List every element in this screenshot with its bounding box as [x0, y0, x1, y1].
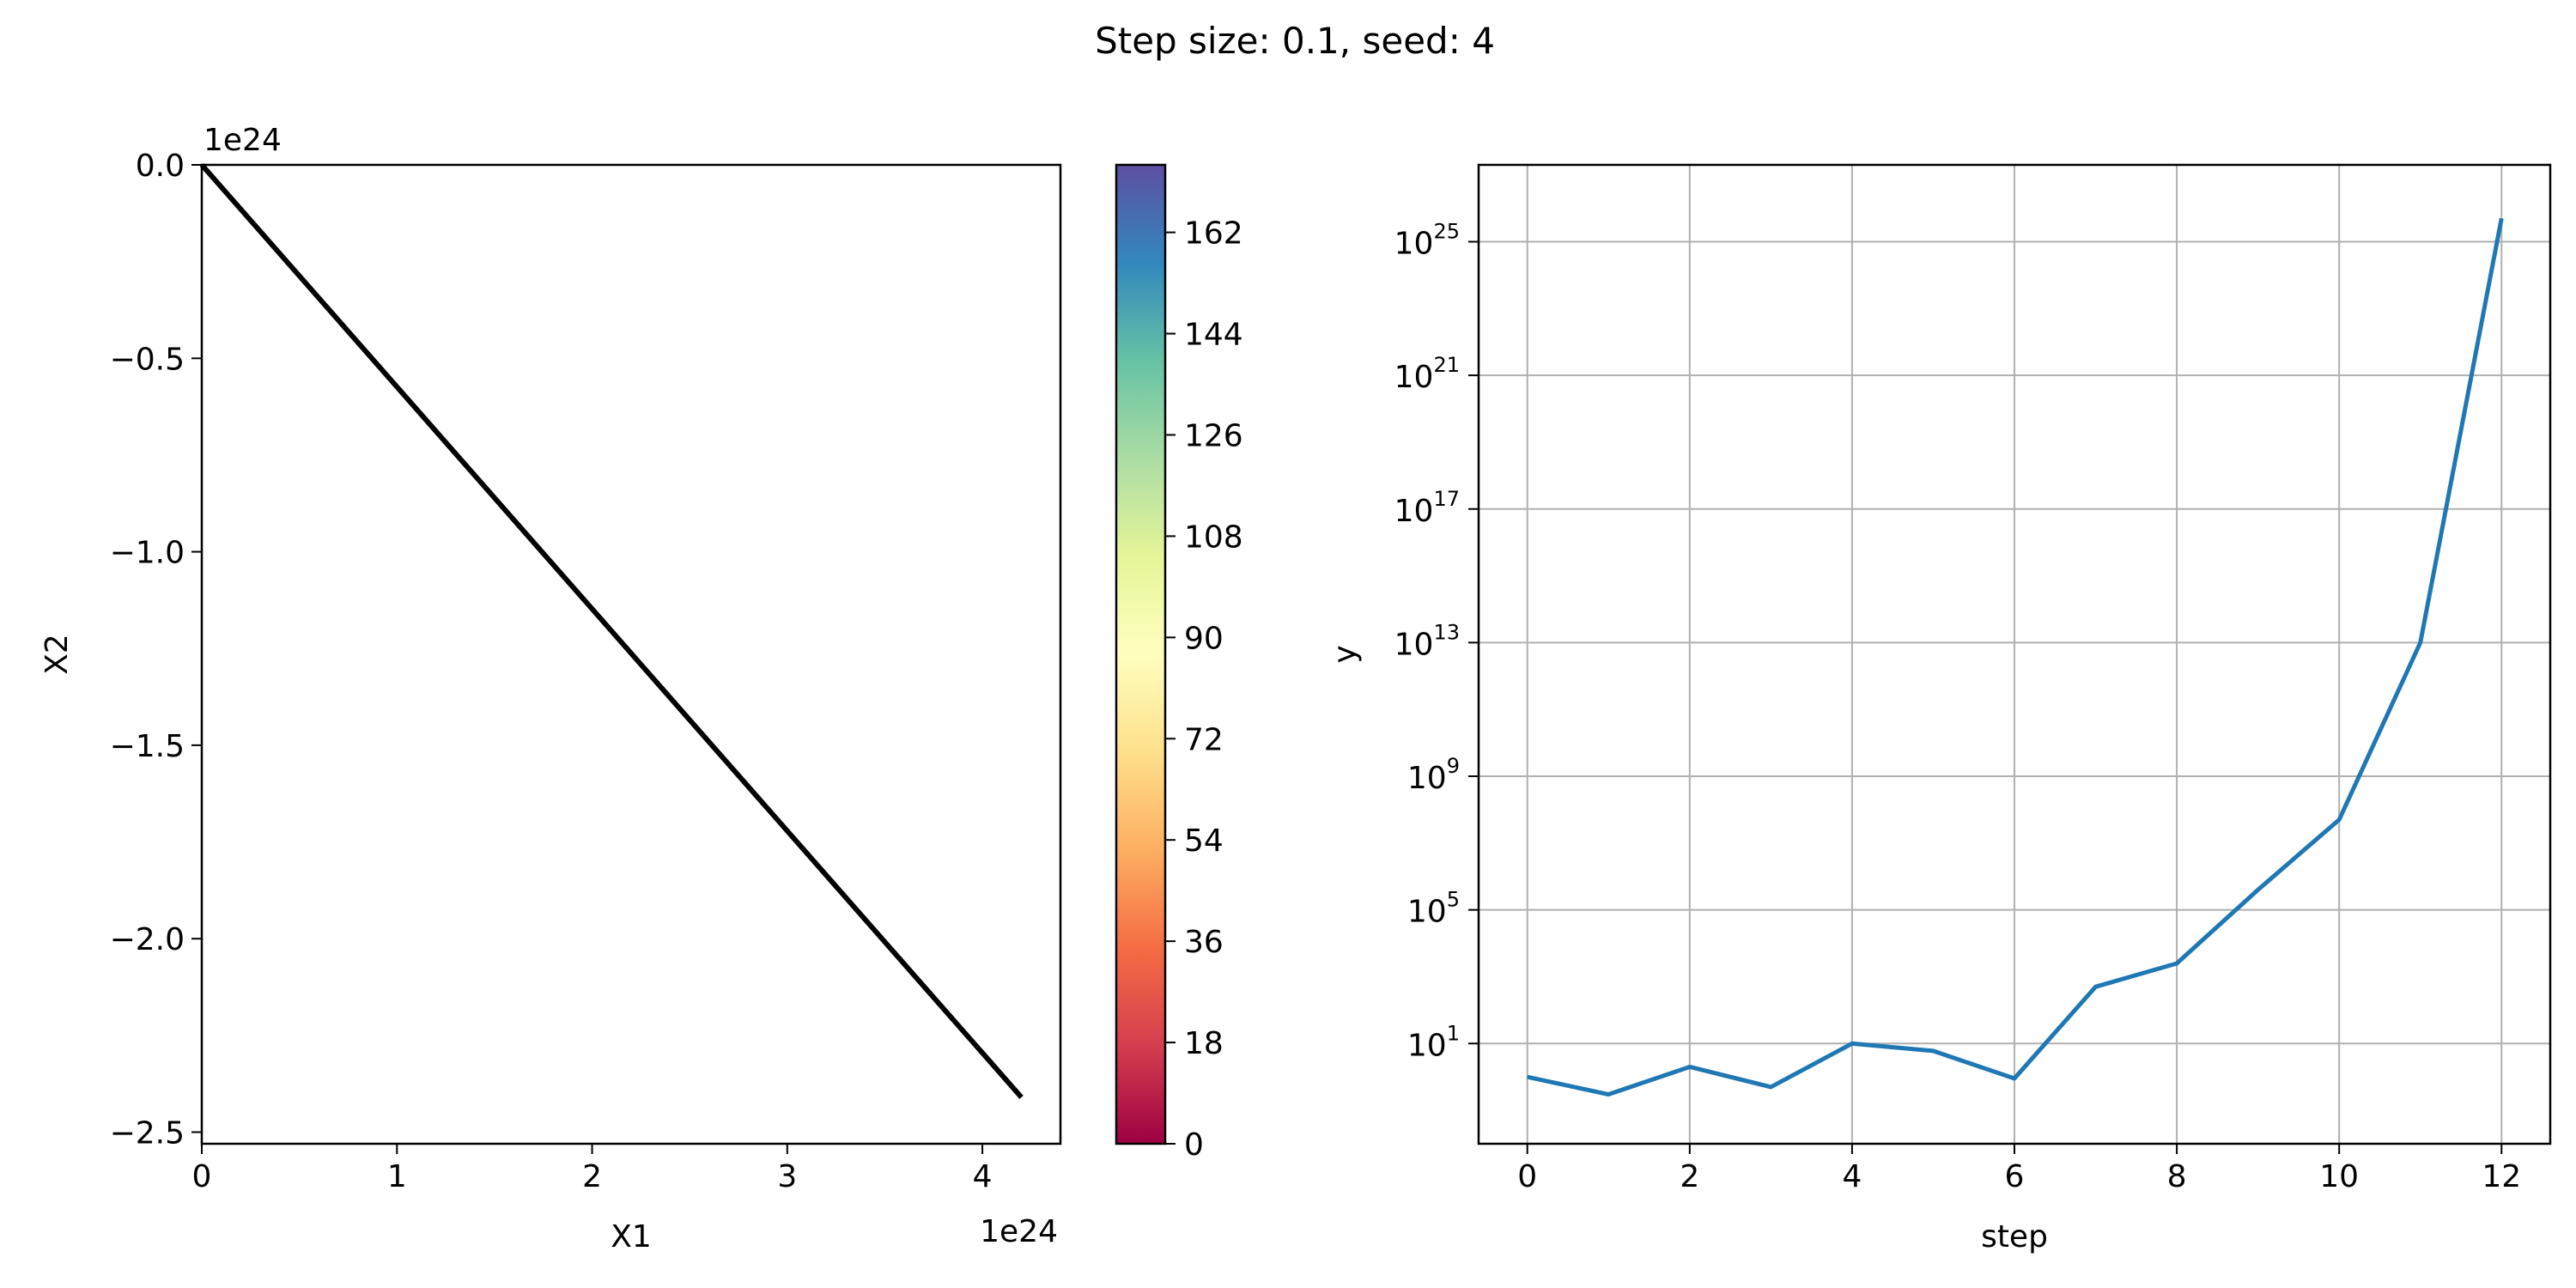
- y-tick-label: 1013: [1394, 620, 1460, 662]
- x-tick-label: 2: [1680, 1159, 1699, 1194]
- colorbar-gradient: [1115, 163, 1167, 1145]
- y-tick-label: 1021: [1394, 353, 1460, 395]
- colorbar-tick-label: 0: [1184, 1127, 1204, 1163]
- y-tick-label: −1.0: [110, 536, 185, 571]
- x-tick-label: 0: [1517, 1159, 1537, 1194]
- colorbar: 0 18 36 54 72 90 108 126 144 162: [1115, 163, 1243, 1163]
- x-tick-label: 12: [2482, 1159, 2521, 1194]
- trajectory-line: [199, 163, 1024, 1099]
- y-tick-label: 1017: [1394, 487, 1460, 529]
- colorbar-tick-label: 144: [1184, 318, 1243, 353]
- trajectory-plot-frame: [200, 163, 1062, 1145]
- colorbar-tick-label: 18: [1184, 1026, 1224, 1061]
- y-tick-label: 109: [1407, 754, 1460, 796]
- x-offset-label: 1e24: [980, 1214, 1058, 1249]
- x-axis-label: step: [1981, 1219, 2048, 1255]
- y-tick-label: −2.5: [110, 1115, 185, 1151]
- colorbar-tick-label: 90: [1184, 621, 1224, 656]
- y-tick-label: 101: [1407, 1021, 1460, 1063]
- y-tick-label: 105: [1407, 888, 1460, 930]
- y-tick-label: 1025: [1394, 219, 1460, 261]
- x-tick-label: 6: [2005, 1159, 2025, 1194]
- loss-line: [1527, 217, 2504, 1097]
- colorbar-tick-label: 126: [1184, 418, 1243, 453]
- x-tick-label: 2: [582, 1159, 602, 1194]
- x-tick-label: 4: [973, 1159, 993, 1194]
- colorbar-tick-label: 108: [1184, 519, 1243, 555]
- x-tick-label: 0: [192, 1159, 212, 1194]
- y-tick-label: 0.0: [136, 149, 185, 184]
- x-tick-label: 10: [2319, 1159, 2359, 1194]
- y-tick-label: −0.5: [110, 342, 185, 377]
- x-tick-label: 1: [387, 1159, 407, 1194]
- figure-title: Step size: 0.1, seed: 4: [1095, 20, 1495, 62]
- y-axis-label: X2: [39, 634, 75, 675]
- loss-panel: 0 2 4 6 8 10 12 101 105 109 1013 1017 1021 1025 step…: [1327, 163, 2552, 1255]
- y-tick-label: −2.0: [110, 922, 185, 957]
- x-tick-label: 3: [777, 1159, 797, 1194]
- y-tick-label: −1.5: [110, 729, 185, 764]
- colorbar-tick-label: 54: [1184, 823, 1224, 859]
- x-tick-label: 4: [1842, 1159, 1862, 1194]
- y-offset-label: 1e24: [204, 123, 282, 158]
- colorbar-tick-label: 162: [1184, 216, 1243, 252]
- x-tick-label: 8: [2167, 1159, 2187, 1194]
- x-axis-label: X1: [611, 1219, 652, 1255]
- colorbar-tick-label: 36: [1184, 925, 1224, 960]
- colorbar-tick-label: 72: [1184, 722, 1224, 757]
- y-axis-label: y: [1327, 645, 1363, 663]
